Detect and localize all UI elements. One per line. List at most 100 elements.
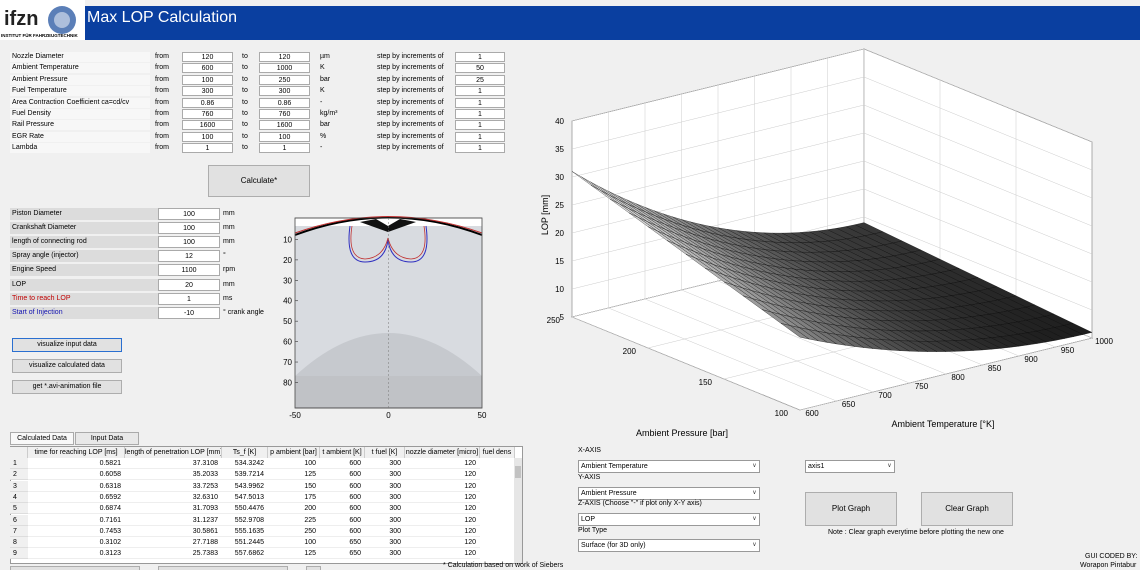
engine-input[interactable]: -10	[158, 306, 220, 319]
cell: 300	[365, 481, 405, 492]
from-label: from	[155, 87, 169, 95]
unit: bar	[320, 75, 331, 83]
step-input[interactable]: 1	[455, 109, 505, 119]
cell: 300	[365, 469, 405, 481]
z-tick-label: 35	[555, 145, 564, 154]
to-input[interactable]: 1600	[259, 120, 310, 131]
engine-label: length of connecting rod	[10, 236, 158, 249]
from-input[interactable]: 1	[182, 143, 233, 154]
from-label: from	[155, 64, 169, 72]
action-button[interactable]: visualize input data	[12, 338, 122, 352]
header-cell	[10, 447, 28, 458]
step-input[interactable]: 1	[455, 120, 505, 131]
engine-input[interactable]: 100	[158, 222, 220, 235]
dropdown[interactable]: axis1	[805, 460, 895, 473]
spray-outline	[348, 225, 428, 263]
plot-button[interactable]: Plot Graph	[805, 492, 897, 526]
from-input[interactable]: 100	[182, 131, 233, 142]
step-input[interactable]: 1	[455, 97, 505, 108]
step-input[interactable]: 50	[455, 63, 505, 74]
to-input[interactable]: 300	[259, 86, 310, 97]
from-label: from	[155, 132, 169, 140]
param-label: Ambient Pressure	[10, 74, 150, 85]
cell: 0.6318	[28, 481, 125, 492]
cell: 300	[365, 526, 405, 537]
engine-input[interactable]: 1	[158, 292, 220, 305]
engine-label: LOP	[10, 278, 158, 291]
tab[interactable]: Calculated Data	[10, 432, 74, 445]
engine-input[interactable]: 1100	[158, 264, 220, 277]
from-input[interactable]: 0.86	[182, 97, 233, 108]
step-input[interactable]: 1	[455, 143, 505, 154]
from-input[interactable]: 120	[182, 52, 233, 62]
cut-button[interactable]	[306, 566, 321, 570]
y-tick-label: 50	[283, 317, 292, 326]
to-input[interactable]: 250	[259, 74, 310, 85]
cell: 534.3242	[222, 458, 268, 469]
to-input[interactable]: 760	[259, 109, 310, 119]
engine-input[interactable]: 100	[158, 236, 220, 249]
dropdown[interactable]: LOP	[578, 513, 760, 526]
step-label: step by increments of	[377, 144, 444, 152]
cell: 31.1237	[125, 515, 222, 526]
x-tick-label: 800	[951, 373, 965, 382]
scroll-thumb[interactable]	[515, 466, 521, 478]
dropdown[interactable]: Ambient Pressure	[578, 487, 760, 500]
engine-unit: °	[223, 252, 226, 260]
y-tick-label: 10	[283, 235, 292, 244]
from-label: from	[155, 75, 169, 83]
cell: 225	[268, 515, 320, 526]
from-label: from	[155, 144, 169, 152]
to-label: to	[242, 87, 248, 95]
cut-button[interactable]	[10, 566, 140, 570]
from-input[interactable]: 300	[182, 86, 233, 97]
header-cell: t ambient [K]	[320, 447, 365, 458]
cell: 30.5861	[125, 526, 222, 537]
to-label: to	[242, 110, 248, 117]
dropdown[interactable]: Ambient Temperature	[578, 460, 760, 473]
from-input[interactable]: 100	[182, 74, 233, 85]
from-input[interactable]: 600	[182, 63, 233, 74]
from-label: from	[155, 110, 169, 117]
to-input[interactable]: 1	[259, 143, 310, 154]
x-tick-label: 1000	[1095, 337, 1113, 346]
step-input[interactable]: 1	[455, 52, 505, 62]
row-number: 4	[10, 491, 28, 503]
dropdown-arrow: ∨	[752, 516, 757, 522]
step-input[interactable]: 1	[455, 131, 505, 142]
y-tick-label: 150	[699, 378, 713, 387]
action-button[interactable]: visualize calculated data	[12, 359, 122, 373]
step-input[interactable]: 25	[455, 74, 505, 85]
cell: 600	[320, 481, 365, 492]
label: Z-AXIS (Choose "-" if plot only X-Y axis…	[578, 500, 702, 507]
engine-unit: ms	[223, 294, 233, 302]
action-button[interactable]: get *.avi-animation file	[12, 380, 122, 394]
to-input[interactable]: 100	[259, 131, 310, 142]
engine-input[interactable]: 100	[158, 208, 220, 220]
tab[interactable]: Input Data	[75, 432, 139, 445]
engine-input[interactable]: 20	[158, 278, 220, 291]
step-input[interactable]: 1	[455, 86, 505, 97]
x-tick-label: 600	[805, 409, 819, 418]
cell: 25.7383	[125, 548, 222, 560]
to-input[interactable]: 120	[259, 52, 310, 62]
cut-button[interactable]	[158, 566, 288, 570]
unit: µm	[320, 53, 330, 60]
z-tick-label: 25	[555, 201, 564, 210]
param-label: Ambient Temperature	[10, 63, 150, 74]
to-input[interactable]: 0.86	[259, 97, 310, 108]
to-input[interactable]: 1000	[259, 63, 310, 74]
clear-button[interactable]: Clear Graph	[921, 492, 1013, 526]
cell: 250	[268, 526, 320, 537]
dropdown[interactable]: Surface (for 3D only)	[578, 539, 760, 552]
calculate-button[interactable]: Calculate*	[208, 165, 310, 197]
cell: 551.2445	[222, 537, 268, 549]
from-input[interactable]: 760	[182, 109, 233, 119]
to-label: to	[242, 64, 248, 72]
from-input[interactable]: 1600	[182, 120, 233, 131]
engine-input[interactable]: 12	[158, 250, 220, 263]
cell: 543.9962	[222, 481, 268, 492]
scrollbar	[514, 458, 522, 563]
header-bar	[0, 6, 1140, 40]
